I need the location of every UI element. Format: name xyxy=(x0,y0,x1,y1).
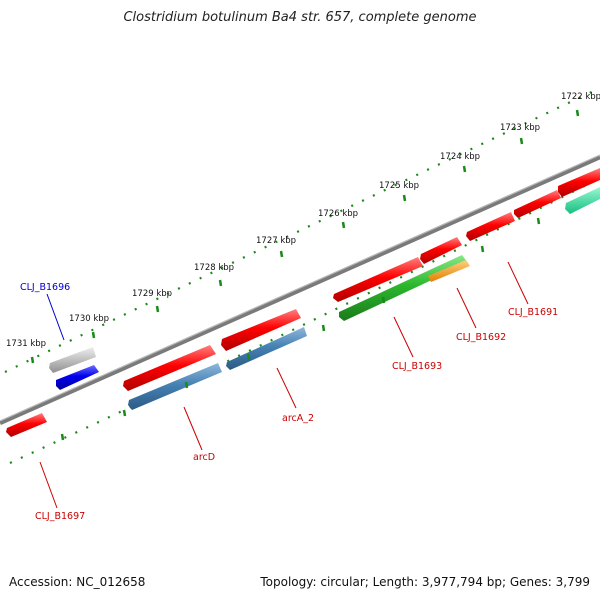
inner-major-ticks xyxy=(60,217,541,441)
genome-backbone xyxy=(0,154,600,426)
page-title: Clostridium botulinum Ba4 str. 657, comp… xyxy=(123,10,477,25)
repeat-feature[interactable] xyxy=(428,260,470,282)
tick-label: 1725 kbp xyxy=(379,181,419,191)
tick-label: 1724 kbp xyxy=(440,152,480,162)
cds-feature[interactable] xyxy=(558,168,600,197)
gene-label[interactable]: arcA_2 xyxy=(282,413,314,424)
tick-label: 1723 kbp xyxy=(500,123,540,133)
gene-feature[interactable] xyxy=(339,255,468,321)
gene-label[interactable]: CLJ_B1697 xyxy=(35,511,85,522)
tick-label: 1730 kbp xyxy=(69,314,109,324)
tick-label: 1726 kbp xyxy=(318,209,358,219)
cds-feature[interactable] xyxy=(420,237,462,264)
gene-label[interactable]: arcD xyxy=(193,452,215,463)
gene-label[interactable]: CLJ_B1691 xyxy=(508,307,558,318)
tick-label: 1729 kbp xyxy=(132,289,172,299)
cds-feature[interactable] xyxy=(6,413,47,437)
tick-label: 1727 kbp xyxy=(256,236,296,246)
cds-feature[interactable] xyxy=(123,345,216,391)
cds-feature[interactable] xyxy=(333,257,423,302)
gene-feature[interactable] xyxy=(128,363,222,410)
leader-lines xyxy=(39,261,529,509)
misc-feature[interactable] xyxy=(565,187,600,214)
cds-feature[interactable] xyxy=(221,309,301,351)
tick-labels: 1722 kbp 1723 kbp 1724 kbp 1725 kbp 1726… xyxy=(6,92,600,349)
outer-major-ticks xyxy=(30,109,580,364)
cds-feature[interactable] xyxy=(514,190,561,218)
cds-feature[interactable] xyxy=(466,212,515,241)
gene-label[interactable]: CLJ_B1693 xyxy=(392,361,442,372)
gene-label[interactable]: CLJ_B1692 xyxy=(456,332,506,343)
grey-feature[interactable] xyxy=(49,347,96,373)
tick-label: 1722 kbp xyxy=(561,92,600,102)
gene-labels: CLJ_B1691 CLJ_B1692 CLJ_B1693 arcA_2 arc… xyxy=(20,282,558,522)
gene-feature[interactable] xyxy=(226,327,307,370)
blue-feature[interactable] xyxy=(56,365,99,390)
genome-summary-text: Topology: circular; Length: 3,977,794 bp… xyxy=(260,575,590,589)
accession-text: Accession: NC_012658 xyxy=(9,575,146,589)
feature-track xyxy=(6,168,600,437)
gene-label[interactable]: CLJ_B1696 xyxy=(20,282,70,293)
tick-label: 1731 kbp xyxy=(6,339,46,349)
tick-label: 1728 kbp xyxy=(194,263,234,273)
